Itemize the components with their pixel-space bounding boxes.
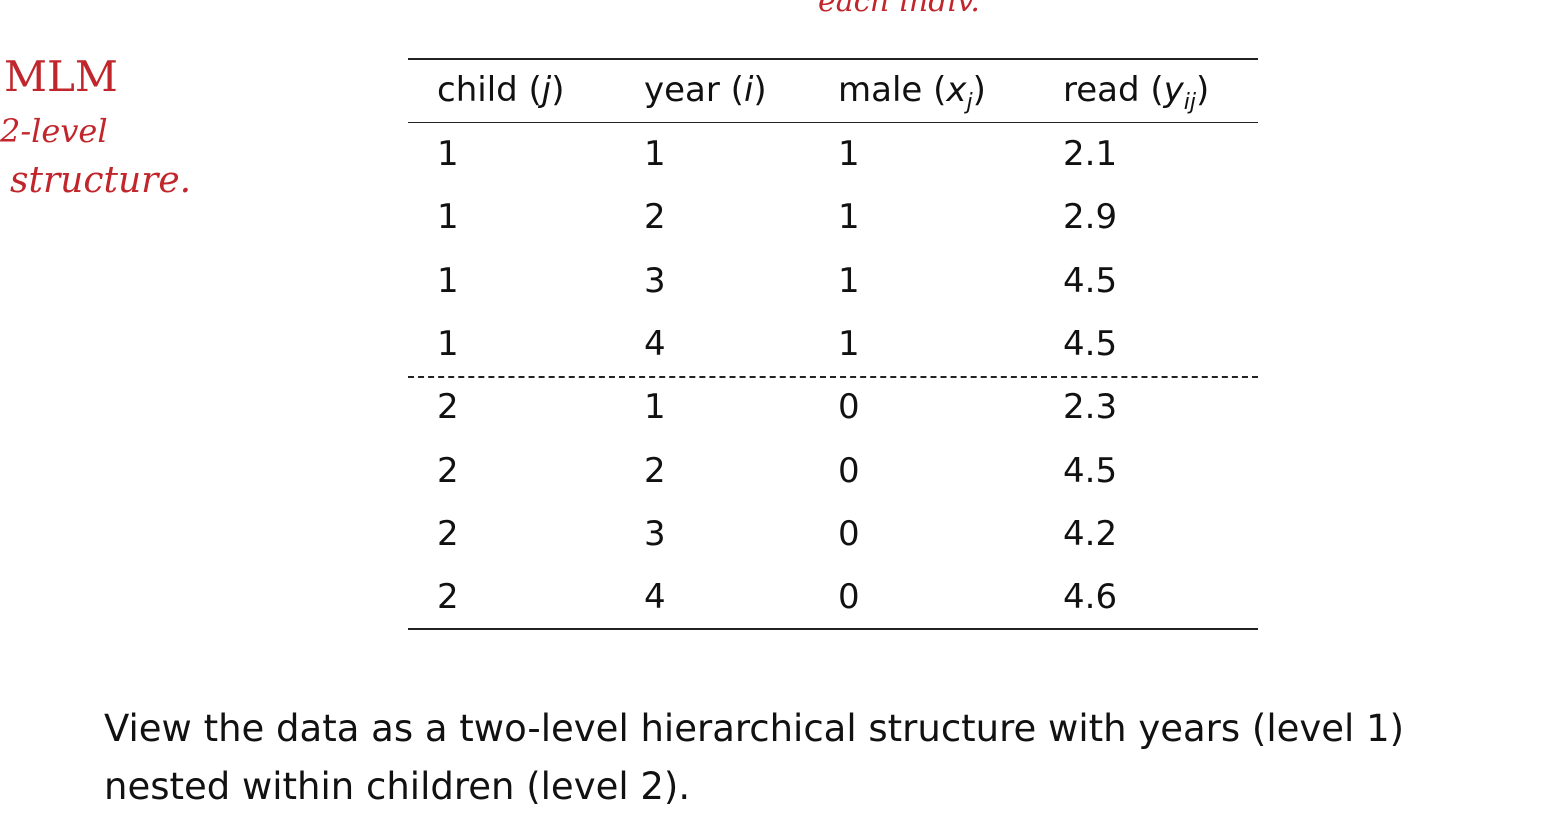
table-cell: 2 bbox=[644, 197, 666, 238]
paragraph-line: View the data as a two-level hierarchica… bbox=[104, 707, 1405, 750]
table-cell: 2 bbox=[437, 450, 459, 491]
table-bottom-rule bbox=[408, 628, 1258, 630]
handwritten-note: structure. bbox=[10, 160, 192, 201]
table-cell: 4.5 bbox=[1063, 260, 1118, 301]
table-cell: 1 bbox=[437, 260, 459, 301]
table-cell: 1 bbox=[838, 260, 860, 301]
table-cell: 0 bbox=[838, 513, 860, 554]
header-text: y bbox=[1163, 70, 1184, 110]
table-cell: 1 bbox=[838, 323, 860, 364]
table-cell: 2.3 bbox=[1063, 387, 1118, 428]
group-separator bbox=[408, 376, 1258, 378]
table-cell: 4 bbox=[644, 577, 666, 618]
table-cell: 4.6 bbox=[1063, 577, 1118, 618]
table-cell: 3 bbox=[644, 260, 666, 301]
header-text: year ( bbox=[644, 70, 744, 110]
table-cell: 2 bbox=[437, 577, 459, 618]
header-text: j bbox=[966, 90, 973, 115]
table-cell: 2 bbox=[437, 387, 459, 428]
table-cell: 3 bbox=[644, 513, 666, 554]
table-cell: 1 bbox=[838, 197, 860, 238]
table-cell: 1 bbox=[437, 323, 459, 364]
header-text: ) bbox=[972, 70, 986, 110]
header-text: ) bbox=[753, 70, 767, 110]
table-cell: 1 bbox=[437, 134, 459, 174]
table-cell: 4.5 bbox=[1063, 323, 1118, 364]
table-cell: 1 bbox=[644, 134, 666, 174]
table-cell: 0 bbox=[838, 450, 860, 491]
table-cell: 1 bbox=[838, 134, 860, 174]
header-text: i bbox=[743, 70, 754, 110]
table-cell: 4 bbox=[644, 323, 666, 364]
table-cell: 2 bbox=[437, 513, 459, 554]
header-cell: year (i) bbox=[644, 70, 767, 110]
handwritten-note: MLM bbox=[4, 52, 118, 101]
paragraph-line: nested within children (level 2). bbox=[104, 765, 691, 808]
header-text: male ( bbox=[838, 70, 947, 110]
table-cell: 2.9 bbox=[1063, 197, 1118, 238]
table-cell: 2.1 bbox=[1063, 134, 1118, 174]
header-text: ) bbox=[1196, 70, 1210, 110]
header-text: ij bbox=[1183, 90, 1196, 115]
header-text: ) bbox=[551, 70, 565, 110]
table-top-rule bbox=[408, 58, 1258, 60]
table-cell: 2 bbox=[644, 450, 666, 491]
handwritten-note: each indiv. bbox=[818, 0, 980, 19]
table-cell: 4.2 bbox=[1063, 513, 1118, 554]
table-cell: 0 bbox=[838, 577, 860, 618]
table-cell: 1 bbox=[437, 197, 459, 238]
header-cell: child (j) bbox=[437, 70, 565, 110]
handwritten-note: 2-level bbox=[0, 112, 108, 150]
table-cell: 1 bbox=[644, 387, 666, 428]
header-text: j bbox=[541, 70, 552, 110]
table-cell: 0 bbox=[838, 387, 860, 428]
header-text: x bbox=[946, 70, 967, 110]
header-text: read ( bbox=[1063, 70, 1164, 110]
header-text: child ( bbox=[437, 70, 542, 110]
header-cell: male (xj) bbox=[838, 70, 986, 123]
header-rule bbox=[408, 122, 1258, 123]
header-cell: read (yij) bbox=[1063, 70, 1209, 123]
table-cell: 4.5 bbox=[1063, 450, 1118, 491]
